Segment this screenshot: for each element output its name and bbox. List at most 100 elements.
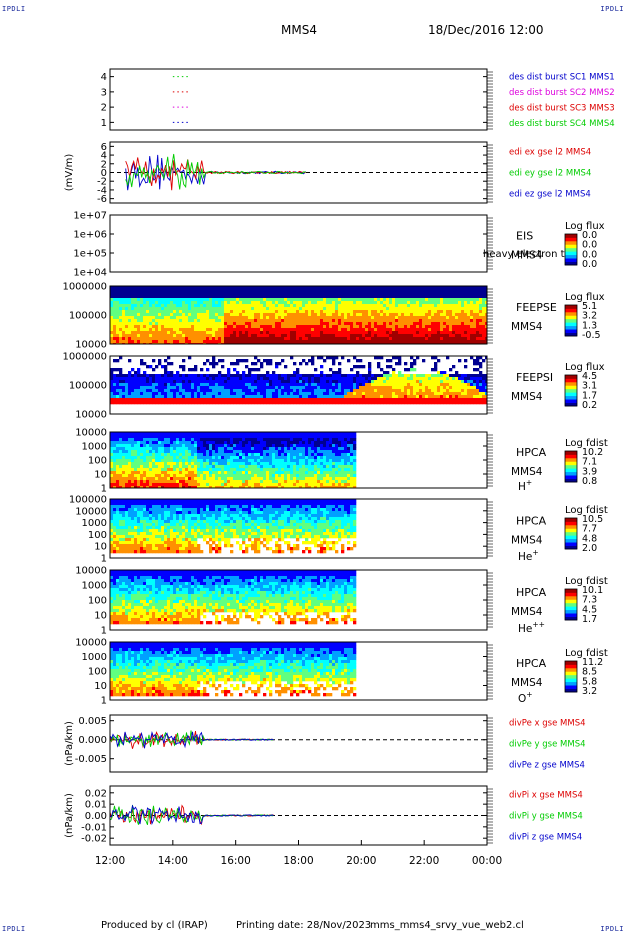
spectrogram-cell	[128, 401, 132, 405]
spectrogram-cell	[113, 456, 117, 460]
spectrogram-cell	[407, 337, 411, 341]
spectrogram-cell	[158, 480, 162, 484]
spectrogram-cell	[266, 316, 270, 320]
spectrogram-cell	[419, 380, 423, 384]
spectrogram-cell	[422, 304, 426, 308]
spectrogram-cell	[182, 465, 186, 469]
spectrogram-cell	[392, 292, 396, 296]
spectrogram-cell	[395, 298, 399, 302]
spectrogram-cell	[323, 310, 327, 314]
spectrogram-cell	[323, 322, 327, 326]
spectrogram-cell	[266, 313, 270, 317]
spectrogram-cell	[221, 365, 225, 369]
spectrogram-cell	[161, 438, 165, 442]
spectrogram-cell	[311, 313, 315, 317]
spectrogram-cell	[299, 304, 303, 308]
spectrogram-cell	[431, 374, 435, 378]
spectrogram-cell	[128, 340, 132, 344]
spectrogram-cell	[137, 301, 141, 305]
spectrogram-cell	[470, 307, 474, 311]
spectrogram-cell	[152, 462, 156, 466]
spectrogram-cell	[353, 337, 357, 341]
spectrogram-cell	[179, 298, 183, 302]
spectrogram-cell	[395, 377, 399, 381]
spectrogram-cell	[425, 304, 429, 308]
spectrogram-cell	[128, 447, 132, 451]
spectrogram-cell	[125, 456, 129, 460]
spectrogram-cell	[341, 395, 345, 399]
spectrogram-cell	[257, 331, 261, 335]
spectrogram-cell	[122, 395, 126, 399]
spectrogram-cell	[344, 325, 348, 329]
spectrogram-cell	[458, 286, 462, 290]
spectrogram-cell	[245, 298, 249, 302]
spectrogram-cell	[452, 334, 456, 338]
colorbar-tick: 3.1	[582, 381, 597, 392]
spectrogram-cell	[389, 380, 393, 384]
spectrogram-cell	[134, 453, 138, 457]
spectrogram-cell	[395, 292, 399, 296]
spectrogram-cell	[155, 298, 159, 302]
spectrogram-cell	[116, 456, 120, 460]
spectrogram-cell	[476, 389, 480, 393]
spectrogram-cell	[113, 392, 117, 396]
spectrogram-cell	[458, 389, 462, 393]
spectrogram-cell	[239, 386, 243, 390]
spectrogram-cell	[341, 380, 345, 384]
spectrogram-cell	[452, 331, 456, 335]
spectrogram-cell	[341, 389, 345, 393]
spectrogram-cell	[332, 362, 336, 366]
spectrogram-cell	[413, 337, 417, 341]
spectrogram-cell	[119, 383, 123, 387]
spectrogram-cell	[272, 292, 276, 296]
spectrogram-cell	[371, 325, 375, 329]
spectrogram-cell	[410, 337, 414, 341]
spectrogram-cell	[398, 301, 402, 305]
spectrogram-cell	[410, 395, 414, 399]
spectrogram-cell	[377, 380, 381, 384]
spectrogram-cell	[338, 395, 342, 399]
spectrogram-cell	[341, 398, 345, 402]
spectrogram-cell	[227, 371, 231, 375]
spectrogram-cell	[386, 343, 390, 344]
spectrogram-cell	[185, 286, 189, 290]
spectrogram-cell	[362, 307, 366, 311]
spectrogram-cell	[353, 286, 357, 290]
spectrogram-cell	[191, 450, 195, 454]
spectrogram-cell	[278, 337, 282, 341]
spectrogram-cell	[188, 453, 192, 457]
spectrogram-cell	[467, 310, 471, 314]
spectrogram-cell	[125, 316, 129, 320]
spectrogram-cell	[182, 386, 186, 390]
spectrogram-cell	[200, 471, 204, 475]
spectrogram-cell	[110, 383, 114, 387]
spectrogram-cell	[245, 343, 249, 344]
spectrogram-cell	[155, 307, 159, 311]
spectrogram-cell	[215, 334, 219, 338]
spectrogram-cell	[215, 343, 219, 344]
spectrogram-cell	[299, 392, 303, 396]
spectrogram-cell	[152, 450, 156, 454]
spectrogram-cell	[269, 289, 273, 293]
spectrogram-cell	[278, 295, 282, 299]
spectrogram-cell	[113, 383, 117, 387]
spectrogram-cell	[479, 325, 483, 329]
instrument-sub: MMS4	[511, 321, 543, 333]
spectrogram-cell	[482, 377, 486, 381]
spectrogram-cell	[212, 289, 216, 293]
spectrogram-cell	[170, 465, 174, 469]
spectrogram-cell	[140, 465, 144, 469]
spectrogram-cell	[173, 340, 177, 344]
spectrogram-cell	[131, 483, 135, 487]
spectrogram-cell	[146, 337, 150, 341]
spectrogram-cell	[473, 298, 477, 302]
spectrogram-cell	[431, 334, 435, 338]
spectrogram-cell	[185, 392, 189, 396]
spectrogram-cell	[215, 392, 219, 396]
spectrogram-cell	[116, 401, 120, 405]
spectrogram-cell	[437, 298, 441, 302]
spectrogram-cell	[263, 395, 267, 399]
spectrogram-cell	[161, 453, 165, 457]
spectrogram-cell	[395, 395, 399, 399]
spectrogram-cell	[137, 401, 141, 405]
